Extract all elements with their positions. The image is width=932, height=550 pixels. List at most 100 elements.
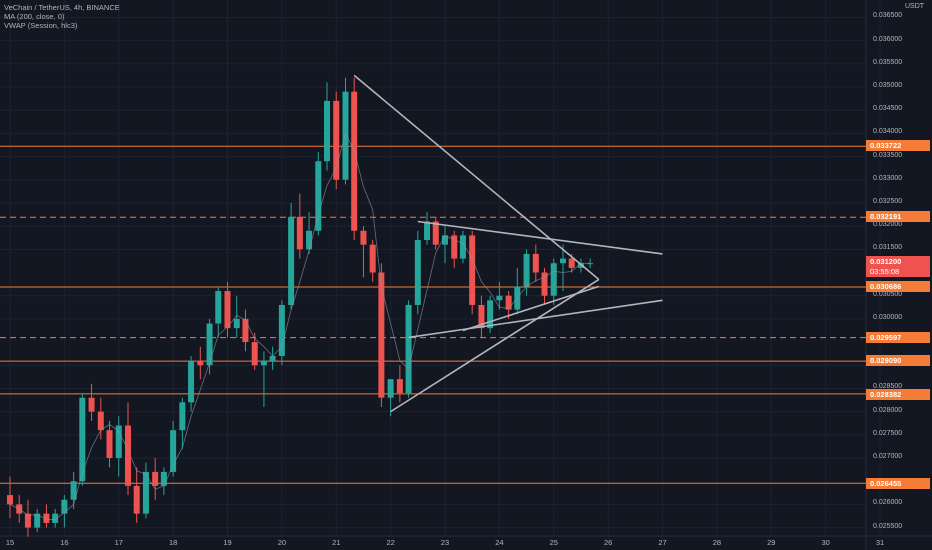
candle-body bbox=[424, 221, 431, 241]
price-tick-label: 0.028500 bbox=[873, 383, 903, 391]
candle-body bbox=[360, 230, 367, 245]
candle-body bbox=[34, 513, 41, 528]
candle-body bbox=[106, 430, 113, 458]
trendline bbox=[353, 74, 600, 281]
candle-body bbox=[269, 355, 276, 361]
vwap-line bbox=[9, 132, 591, 520]
candle-body bbox=[296, 216, 303, 250]
price-tick-label: 0.030500 bbox=[873, 290, 903, 298]
candle-body bbox=[70, 481, 77, 500]
price-tick-label: 0.036500 bbox=[873, 12, 903, 20]
trendline bbox=[390, 278, 600, 413]
price-tick-label: 0.025500 bbox=[873, 522, 903, 530]
price-tick-label: 0.026000 bbox=[873, 499, 903, 507]
level-badge: 0.029090 bbox=[866, 355, 930, 366]
current-price-badge: 0.031200 bbox=[866, 256, 930, 267]
candle-body bbox=[523, 253, 530, 287]
price-tick-label: 0.027500 bbox=[873, 429, 903, 437]
candle-body bbox=[478, 304, 485, 329]
candle-body bbox=[215, 291, 222, 324]
candle-body bbox=[43, 513, 50, 523]
candle-body bbox=[224, 291, 231, 329]
candle-body bbox=[206, 323, 213, 366]
price-tick-label: 0.035500 bbox=[873, 58, 903, 66]
candle-body bbox=[532, 253, 539, 273]
candle-body bbox=[432, 221, 439, 245]
candle-body bbox=[568, 258, 575, 268]
vwap-indicator-label[interactable]: VWAP (Session, hlc3) bbox=[4, 21, 78, 30]
time-tick-label: 20 bbox=[277, 538, 287, 547]
candle-body bbox=[369, 244, 376, 273]
level-badge: 0.029597 bbox=[866, 332, 930, 343]
candle-body bbox=[414, 240, 421, 305]
candle-body bbox=[396, 379, 403, 394]
candle-body bbox=[559, 258, 566, 264]
candle-body bbox=[378, 272, 385, 398]
candle-body bbox=[505, 295, 512, 310]
price-tick-label: 0.034000 bbox=[873, 128, 903, 136]
price-tick-label: 0.031500 bbox=[873, 244, 903, 252]
candle-body bbox=[242, 318, 249, 343]
candle-body bbox=[351, 91, 358, 231]
candle-body bbox=[333, 100, 340, 180]
time-tick-label: 30 bbox=[821, 538, 830, 547]
candle-body bbox=[97, 411, 104, 431]
ma-indicator-label[interactable]: MA (200, close, 0) bbox=[4, 12, 65, 21]
candle-body bbox=[260, 360, 267, 366]
candle-body bbox=[115, 425, 122, 458]
candle-body bbox=[142, 471, 149, 514]
price-tick-label: 0.032500 bbox=[873, 197, 903, 205]
price-tick-label: 0.033000 bbox=[873, 174, 903, 182]
candle-body bbox=[496, 295, 503, 301]
candle-body bbox=[170, 430, 177, 472]
candle-body bbox=[79, 397, 86, 482]
time-tick-label: 28 bbox=[712, 538, 722, 547]
candle-body bbox=[469, 235, 476, 305]
candle-body bbox=[550, 263, 557, 296]
price-tick-label: 0.036000 bbox=[873, 35, 903, 43]
candle-body bbox=[61, 499, 68, 514]
candle-body bbox=[487, 300, 494, 329]
candle-body bbox=[160, 471, 167, 486]
candle-countdown-badge: 03:55:08 bbox=[866, 266, 930, 277]
time-tick-label: 27 bbox=[658, 538, 667, 547]
candle-body bbox=[577, 263, 584, 268]
time-tick-label: 26 bbox=[603, 538, 613, 547]
currency-label: USDT bbox=[905, 3, 925, 10]
candle-body bbox=[342, 91, 349, 180]
symbol-title: VeChain / TetherUS, 4h, BINANCE bbox=[4, 3, 120, 12]
time-tick-label: 19 bbox=[223, 538, 232, 547]
candle-body bbox=[133, 485, 140, 514]
candle-body bbox=[188, 360, 195, 403]
candle-body bbox=[233, 318, 240, 329]
candle-body bbox=[451, 235, 458, 259]
time-tick-label: 29 bbox=[767, 538, 776, 547]
trendline bbox=[462, 285, 600, 332]
time-tick-label: 18 bbox=[168, 538, 178, 547]
candle-body bbox=[324, 100, 331, 162]
candle-body bbox=[124, 425, 131, 486]
price-tick-label: 0.028000 bbox=[873, 406, 903, 414]
level-badge: 0.028382 bbox=[866, 389, 930, 400]
candle-body bbox=[315, 161, 322, 231]
candle-body bbox=[405, 304, 412, 394]
candle-body bbox=[306, 230, 313, 250]
time-tick-label: 31 bbox=[875, 538, 885, 547]
candle-body bbox=[152, 471, 159, 486]
candle-body bbox=[442, 235, 448, 245]
time-tick-label: 17 bbox=[114, 538, 123, 547]
candle-body bbox=[459, 235, 466, 259]
level-badge: 0.033722 bbox=[866, 140, 930, 151]
time-tick-label: 22 bbox=[386, 538, 395, 547]
trendline bbox=[417, 220, 663, 255]
candle-body bbox=[541, 272, 548, 296]
candle-body bbox=[52, 513, 59, 523]
candle-body bbox=[587, 263, 594, 265]
candle-body bbox=[387, 379, 394, 398]
candle-body bbox=[197, 360, 204, 366]
candle-body bbox=[7, 495, 13, 505]
time-tick-label: 25 bbox=[549, 538, 558, 547]
price-tick-label: 0.033500 bbox=[873, 151, 903, 159]
candle-body bbox=[24, 513, 31, 528]
